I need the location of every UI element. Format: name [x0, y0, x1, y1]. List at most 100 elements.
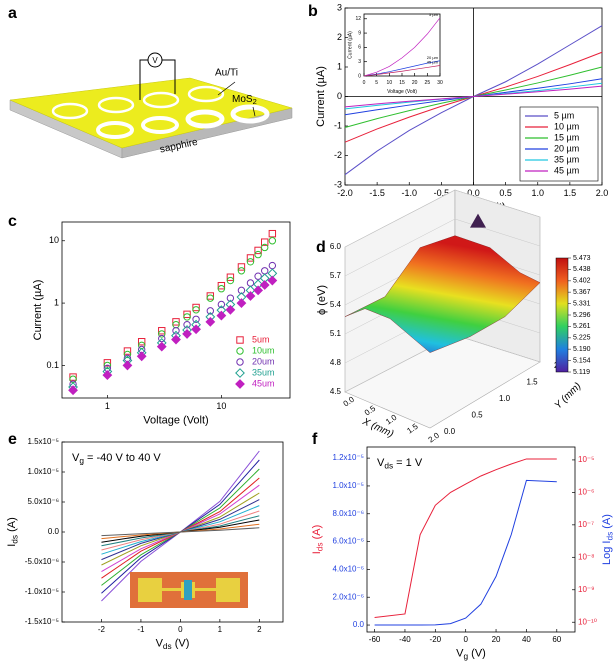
- data-point: [69, 373, 77, 381]
- x-tick-label: 10: [216, 401, 226, 411]
- panel-letter: d: [316, 239, 326, 256]
- data-point: [206, 307, 215, 315]
- grid-line: [344, 218, 541, 277]
- x-tick-label: 0.0: [342, 394, 357, 408]
- data-point: [172, 327, 180, 335]
- electrode-label: Au/Ti: [215, 68, 238, 79]
- voltmeter: [147, 52, 163, 68]
- grid-line: [344, 189, 541, 248]
- x-tick-label: 2: [257, 625, 262, 634]
- data-point: [217, 282, 226, 290]
- y-axis-label: Ids (A): [311, 525, 325, 555]
- x-tick-label: 1.5: [564, 188, 577, 198]
- data-point: [226, 276, 235, 285]
- data-point: [246, 254, 255, 262]
- y2-tick-label: 10⁻¹⁰: [578, 617, 597, 626]
- y-tick-label: 3: [358, 59, 361, 65]
- z-tick-label: 4.5: [330, 387, 342, 396]
- x-tick-label: -40: [399, 635, 411, 644]
- film-label: MoS2: [232, 94, 257, 106]
- legend-label: 10um: [252, 345, 275, 355]
- legend-label: 45um: [252, 378, 275, 388]
- y2-tick-label: 10⁻⁸: [578, 552, 595, 561]
- data-point: [267, 275, 278, 286]
- data-point: [158, 334, 166, 343]
- ring-electrode: [142, 91, 180, 109]
- data-point: [254, 250, 262, 259]
- y-tick-label: 1.5x10⁻⁵: [27, 437, 59, 446]
- colorbar-tick-label: 5.190: [573, 346, 591, 353]
- y-tick-label: 6.0x10⁻⁶: [332, 537, 364, 546]
- text-part: = 1 V: [393, 457, 423, 469]
- y2-axis-label: Log Ids (A): [601, 514, 614, 565]
- plot-frame: [366, 446, 576, 633]
- y-tick-label: 0.0: [48, 527, 60, 536]
- text-part: I: [311, 551, 323, 554]
- y-tick-label: 10: [49, 235, 59, 245]
- colorbar-tick-label: 5.331: [573, 301, 591, 308]
- x-tick-label: 1.5: [405, 421, 420, 435]
- data-point: [122, 360, 133, 371]
- x-axis-label: Vds (V): [156, 637, 190, 651]
- y2-tick-label: 10⁻⁵: [578, 455, 594, 464]
- line-series: [363, 60, 441, 77]
- y-tick-label: 1.2x10⁻⁵: [332, 453, 364, 462]
- device-image: [130, 572, 248, 608]
- contact-pad: [216, 578, 240, 602]
- x-tick-label: 2.0: [596, 188, 609, 198]
- data-point: [192, 315, 200, 323]
- data-point: [123, 350, 132, 359]
- x-tick-label: 30: [437, 80, 443, 86]
- colorbar-tick-label: 5.261: [573, 323, 591, 330]
- y2-tick-label: 10⁻⁹: [578, 585, 595, 594]
- leader-line: [252, 106, 256, 117]
- y-tick-label: -1: [334, 120, 342, 130]
- x-tick-label: 0: [363, 80, 366, 86]
- data-point: [172, 318, 180, 326]
- z-tick-label: 5.4: [330, 300, 342, 309]
- y-tick-label: 1.0x10⁻⁵: [332, 481, 364, 490]
- surface-peak: [470, 213, 486, 228]
- device-sketch: a V Au/Ti sapphire: [8, 5, 293, 159]
- colorbar-tick-label: 5.438: [573, 266, 591, 273]
- x-tick-label: 0.0: [467, 188, 480, 198]
- y-tick-label: 1.5: [527, 378, 539, 387]
- z-tick-label: 5.1: [330, 329, 342, 338]
- colorbar-tick-label: 5.402: [573, 278, 591, 285]
- data-point: [237, 286, 246, 295]
- y-tick-label: 1.0x10⁻⁵: [27, 467, 59, 476]
- legend-marker: [235, 379, 245, 389]
- y-tick-label: 8.0x10⁻⁶: [332, 509, 364, 518]
- data-point: [68, 385, 78, 396]
- y-tick-label: 12: [355, 16, 361, 22]
- data-point: [205, 316, 216, 327]
- finger: [192, 582, 195, 598]
- colorbar-tick-label: 5.119: [573, 369, 590, 376]
- data-point: [216, 310, 227, 321]
- y-tick-label: 1.0: [499, 394, 511, 403]
- y-tick-label: 0.1: [46, 360, 59, 370]
- data-point: [206, 292, 215, 300]
- legend-box: [519, 106, 599, 182]
- text-part: I: [6, 544, 18, 547]
- channel: [184, 580, 192, 600]
- y-axis-label: Current (µA): [347, 31, 353, 59]
- data-point: [236, 298, 247, 308]
- data-point: [183, 313, 191, 321]
- legend-label: 20um: [252, 356, 275, 366]
- y-axis-label: Current (µA): [32, 280, 44, 341]
- legend-marker: [235, 368, 245, 378]
- colorbar-tick-label: 5.225: [573, 335, 591, 342]
- panel-letter: a: [8, 5, 17, 22]
- data-point: [268, 237, 277, 245]
- y-tick-label: 6: [358, 45, 361, 51]
- legend-label: 15 µm: [554, 132, 579, 142]
- x-tick-label: 25: [425, 80, 431, 86]
- data-point: [137, 338, 146, 346]
- finger: [181, 582, 184, 598]
- x-tick-label: -0.5: [434, 188, 450, 198]
- subscript: ds: [9, 535, 19, 544]
- x-tick-label: 20: [412, 80, 418, 86]
- legend-label: 35 µm: [554, 154, 579, 164]
